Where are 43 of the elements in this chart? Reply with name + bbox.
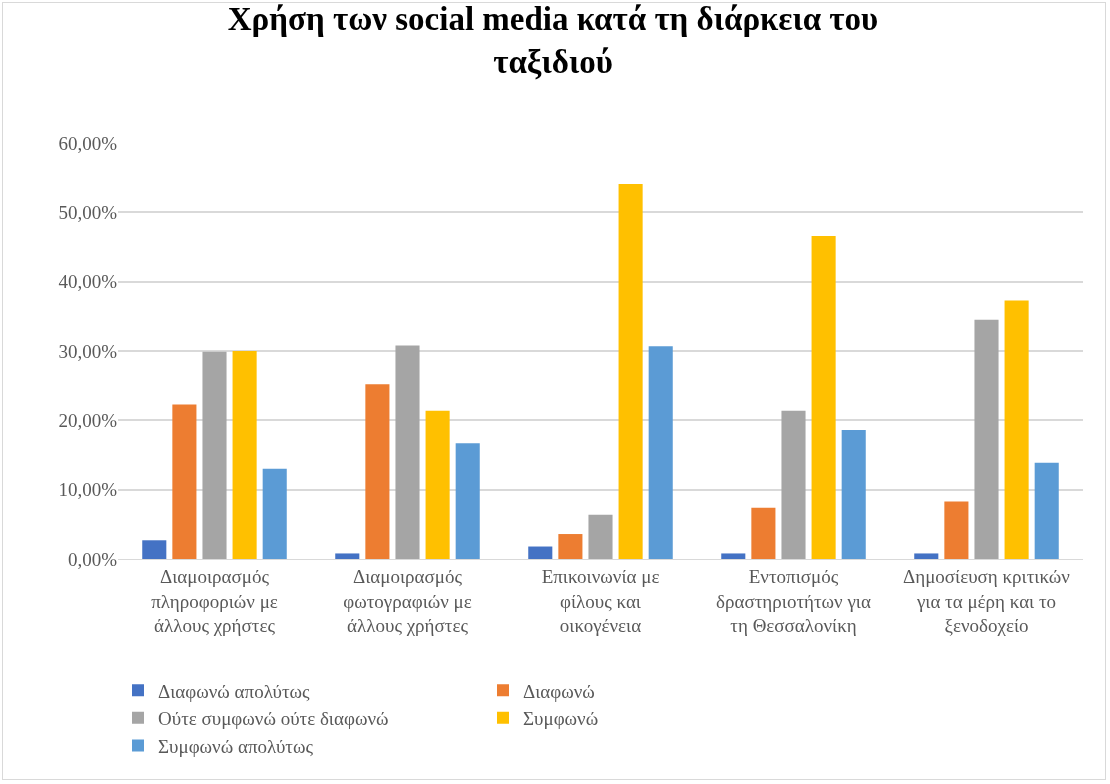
bar xyxy=(455,443,480,559)
x-tick-label: Διαμοιρασμός πληροφοριών με άλλους χρήστες xyxy=(151,565,278,637)
legend-label: Συμφωνώ απολύτως xyxy=(158,735,314,757)
bar xyxy=(841,430,866,559)
bar xyxy=(232,351,257,559)
legend-label: Διαφωνώ απολύτως xyxy=(158,680,311,702)
bar xyxy=(172,404,197,559)
legend-label: Ούτε συμφωνώ ούτε διαφωνώ xyxy=(158,708,389,730)
bar xyxy=(721,553,746,559)
bar xyxy=(262,468,287,559)
bar xyxy=(142,540,167,559)
bar xyxy=(558,534,583,559)
bar xyxy=(365,384,390,559)
bar xyxy=(395,345,420,559)
bar xyxy=(202,351,227,559)
bar xyxy=(528,546,553,559)
y-tick-label: 60,00% xyxy=(58,132,118,154)
y-tick-label: 10,00% xyxy=(58,479,118,501)
y-tick-label: 30,00% xyxy=(58,340,118,362)
bar xyxy=(618,183,643,559)
y-tick-label: 0,00% xyxy=(67,548,118,570)
bar xyxy=(944,501,969,559)
legend-label: Διαφωνώ xyxy=(523,680,595,702)
bar xyxy=(1004,300,1029,559)
bar xyxy=(751,507,776,559)
x-tick-label: Επικοινωνία με φίλους και οικογένεια xyxy=(541,565,660,637)
bar xyxy=(648,346,673,559)
y-tick-label: 50,00% xyxy=(58,201,118,223)
bar xyxy=(811,235,836,559)
x-tick-label: Διαμοιρασμός φωτογραφιών με άλλους χρήστες xyxy=(343,565,472,637)
bar xyxy=(425,410,450,559)
bar xyxy=(914,553,939,559)
bar xyxy=(335,553,360,559)
legend-label: Συμφωνώ xyxy=(523,708,599,730)
bar xyxy=(781,410,806,559)
bar xyxy=(588,514,613,559)
bar xyxy=(1034,462,1059,559)
y-tick-label: 20,00% xyxy=(58,409,118,431)
bar xyxy=(974,319,999,559)
x-tick-label: Δημοσίευση κριτικών για τα μέρη και το ξενοδοχείο xyxy=(903,565,1071,637)
chart-title: Χρήση των social media κατά τη διάρκεια του ταξιδιού xyxy=(227,1,879,80)
y-tick-label: 40,00% xyxy=(58,271,118,293)
x-tick-label: Εντοπισμός δραστηριοτήτων για τη Θεσσαλονίκη xyxy=(716,565,871,637)
